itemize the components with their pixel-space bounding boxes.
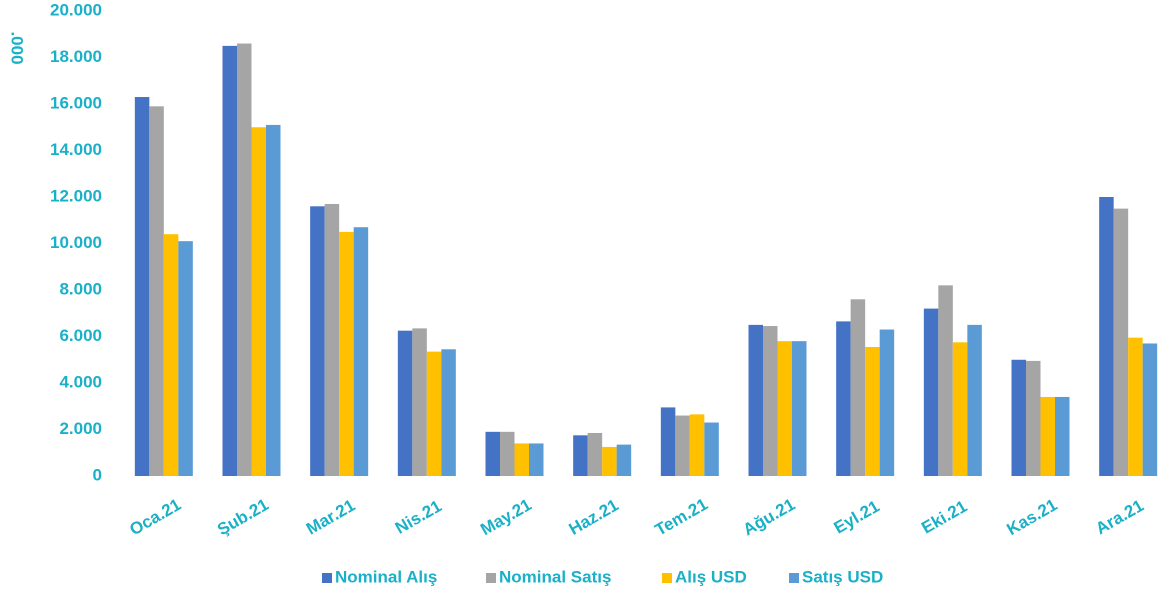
bar xyxy=(879,329,895,476)
x-tick-label: Ağu.21 xyxy=(740,495,799,540)
bar xyxy=(134,97,150,477)
x-tick-label: Şub.21 xyxy=(214,495,272,539)
bar xyxy=(222,45,237,476)
bar xyxy=(689,414,705,476)
bar xyxy=(339,231,354,476)
bar xyxy=(573,435,588,476)
bar xyxy=(602,446,617,476)
bar xyxy=(792,341,807,476)
bar xyxy=(310,206,325,477)
bar xyxy=(149,106,164,476)
y-tick-label: 14.000 xyxy=(50,140,102,159)
bar xyxy=(237,43,252,477)
legend-swatch xyxy=(486,573,496,583)
x-tick-label: Mar.21 xyxy=(303,496,358,539)
x-tick-label: Kas.21 xyxy=(1004,495,1061,539)
legend-label: Nominal Satış xyxy=(499,567,611,586)
legend-swatch xyxy=(322,573,332,583)
y-tick-label: 12.000 xyxy=(50,186,102,205)
y-tick-label: 16.000 xyxy=(50,93,102,112)
bar xyxy=(1099,197,1114,476)
bar xyxy=(397,330,413,476)
bar xyxy=(514,443,529,476)
x-tick-label: Nis.21 xyxy=(392,496,445,538)
y-tick-label: 20.000 xyxy=(50,0,102,19)
x-tick-label: Eki.21 xyxy=(918,497,970,538)
y-tick-label: 0 xyxy=(93,465,102,484)
bar xyxy=(1026,360,1041,476)
bar xyxy=(616,444,632,476)
bar xyxy=(587,432,603,476)
y-tick-label: 2.000 xyxy=(59,419,102,438)
legend-label: Satış USD xyxy=(802,567,883,586)
bar xyxy=(1113,208,1129,476)
y-tick-label: 8.000 xyxy=(59,279,102,298)
bar xyxy=(426,351,442,476)
bar xyxy=(850,299,866,476)
bar xyxy=(1011,359,1026,476)
x-tick-label: Tem.21 xyxy=(652,495,711,540)
x-tick-label: Eyl.21 xyxy=(831,497,883,538)
bar xyxy=(1128,337,1143,476)
y-tick-label: 10.000 xyxy=(50,233,102,252)
x-tick-label: Ara.21 xyxy=(1092,496,1147,538)
bar xyxy=(500,431,515,476)
bar xyxy=(967,324,982,476)
legend-swatch xyxy=(662,573,672,583)
legend-label: Alış USD xyxy=(675,567,747,586)
bar xyxy=(529,443,544,476)
bar xyxy=(178,241,193,476)
bar xyxy=(923,308,939,476)
y-tick-label: 4.000 xyxy=(59,372,102,391)
y-tick-label: 18.000 xyxy=(50,47,102,66)
legend-label: Nominal Alış xyxy=(335,567,437,586)
bar xyxy=(1142,343,1158,476)
bar xyxy=(412,328,427,476)
bar xyxy=(1040,396,1055,476)
bar xyxy=(1055,396,1070,476)
legend-swatch xyxy=(789,573,799,583)
bar xyxy=(660,407,676,476)
x-tick-label: Haz.21 xyxy=(566,495,622,538)
bar xyxy=(777,341,792,476)
bar xyxy=(952,342,968,476)
bar xyxy=(266,124,281,477)
x-tick-label: May.21 xyxy=(477,495,535,539)
bar xyxy=(163,234,179,476)
x-tick-label: Oca.21 xyxy=(126,495,184,539)
y-axis-label: .000 xyxy=(8,31,27,64)
bar xyxy=(353,227,369,476)
bar xyxy=(763,326,778,476)
bar xyxy=(865,346,880,476)
bar xyxy=(748,324,763,476)
bar xyxy=(251,127,266,476)
y-tick-label: 6.000 xyxy=(59,326,102,345)
bar xyxy=(324,203,340,476)
bar xyxy=(704,422,719,476)
bar xyxy=(836,321,851,476)
bar xyxy=(675,415,690,476)
bar xyxy=(441,349,456,476)
bar xyxy=(938,285,953,476)
bar xyxy=(485,431,500,476)
